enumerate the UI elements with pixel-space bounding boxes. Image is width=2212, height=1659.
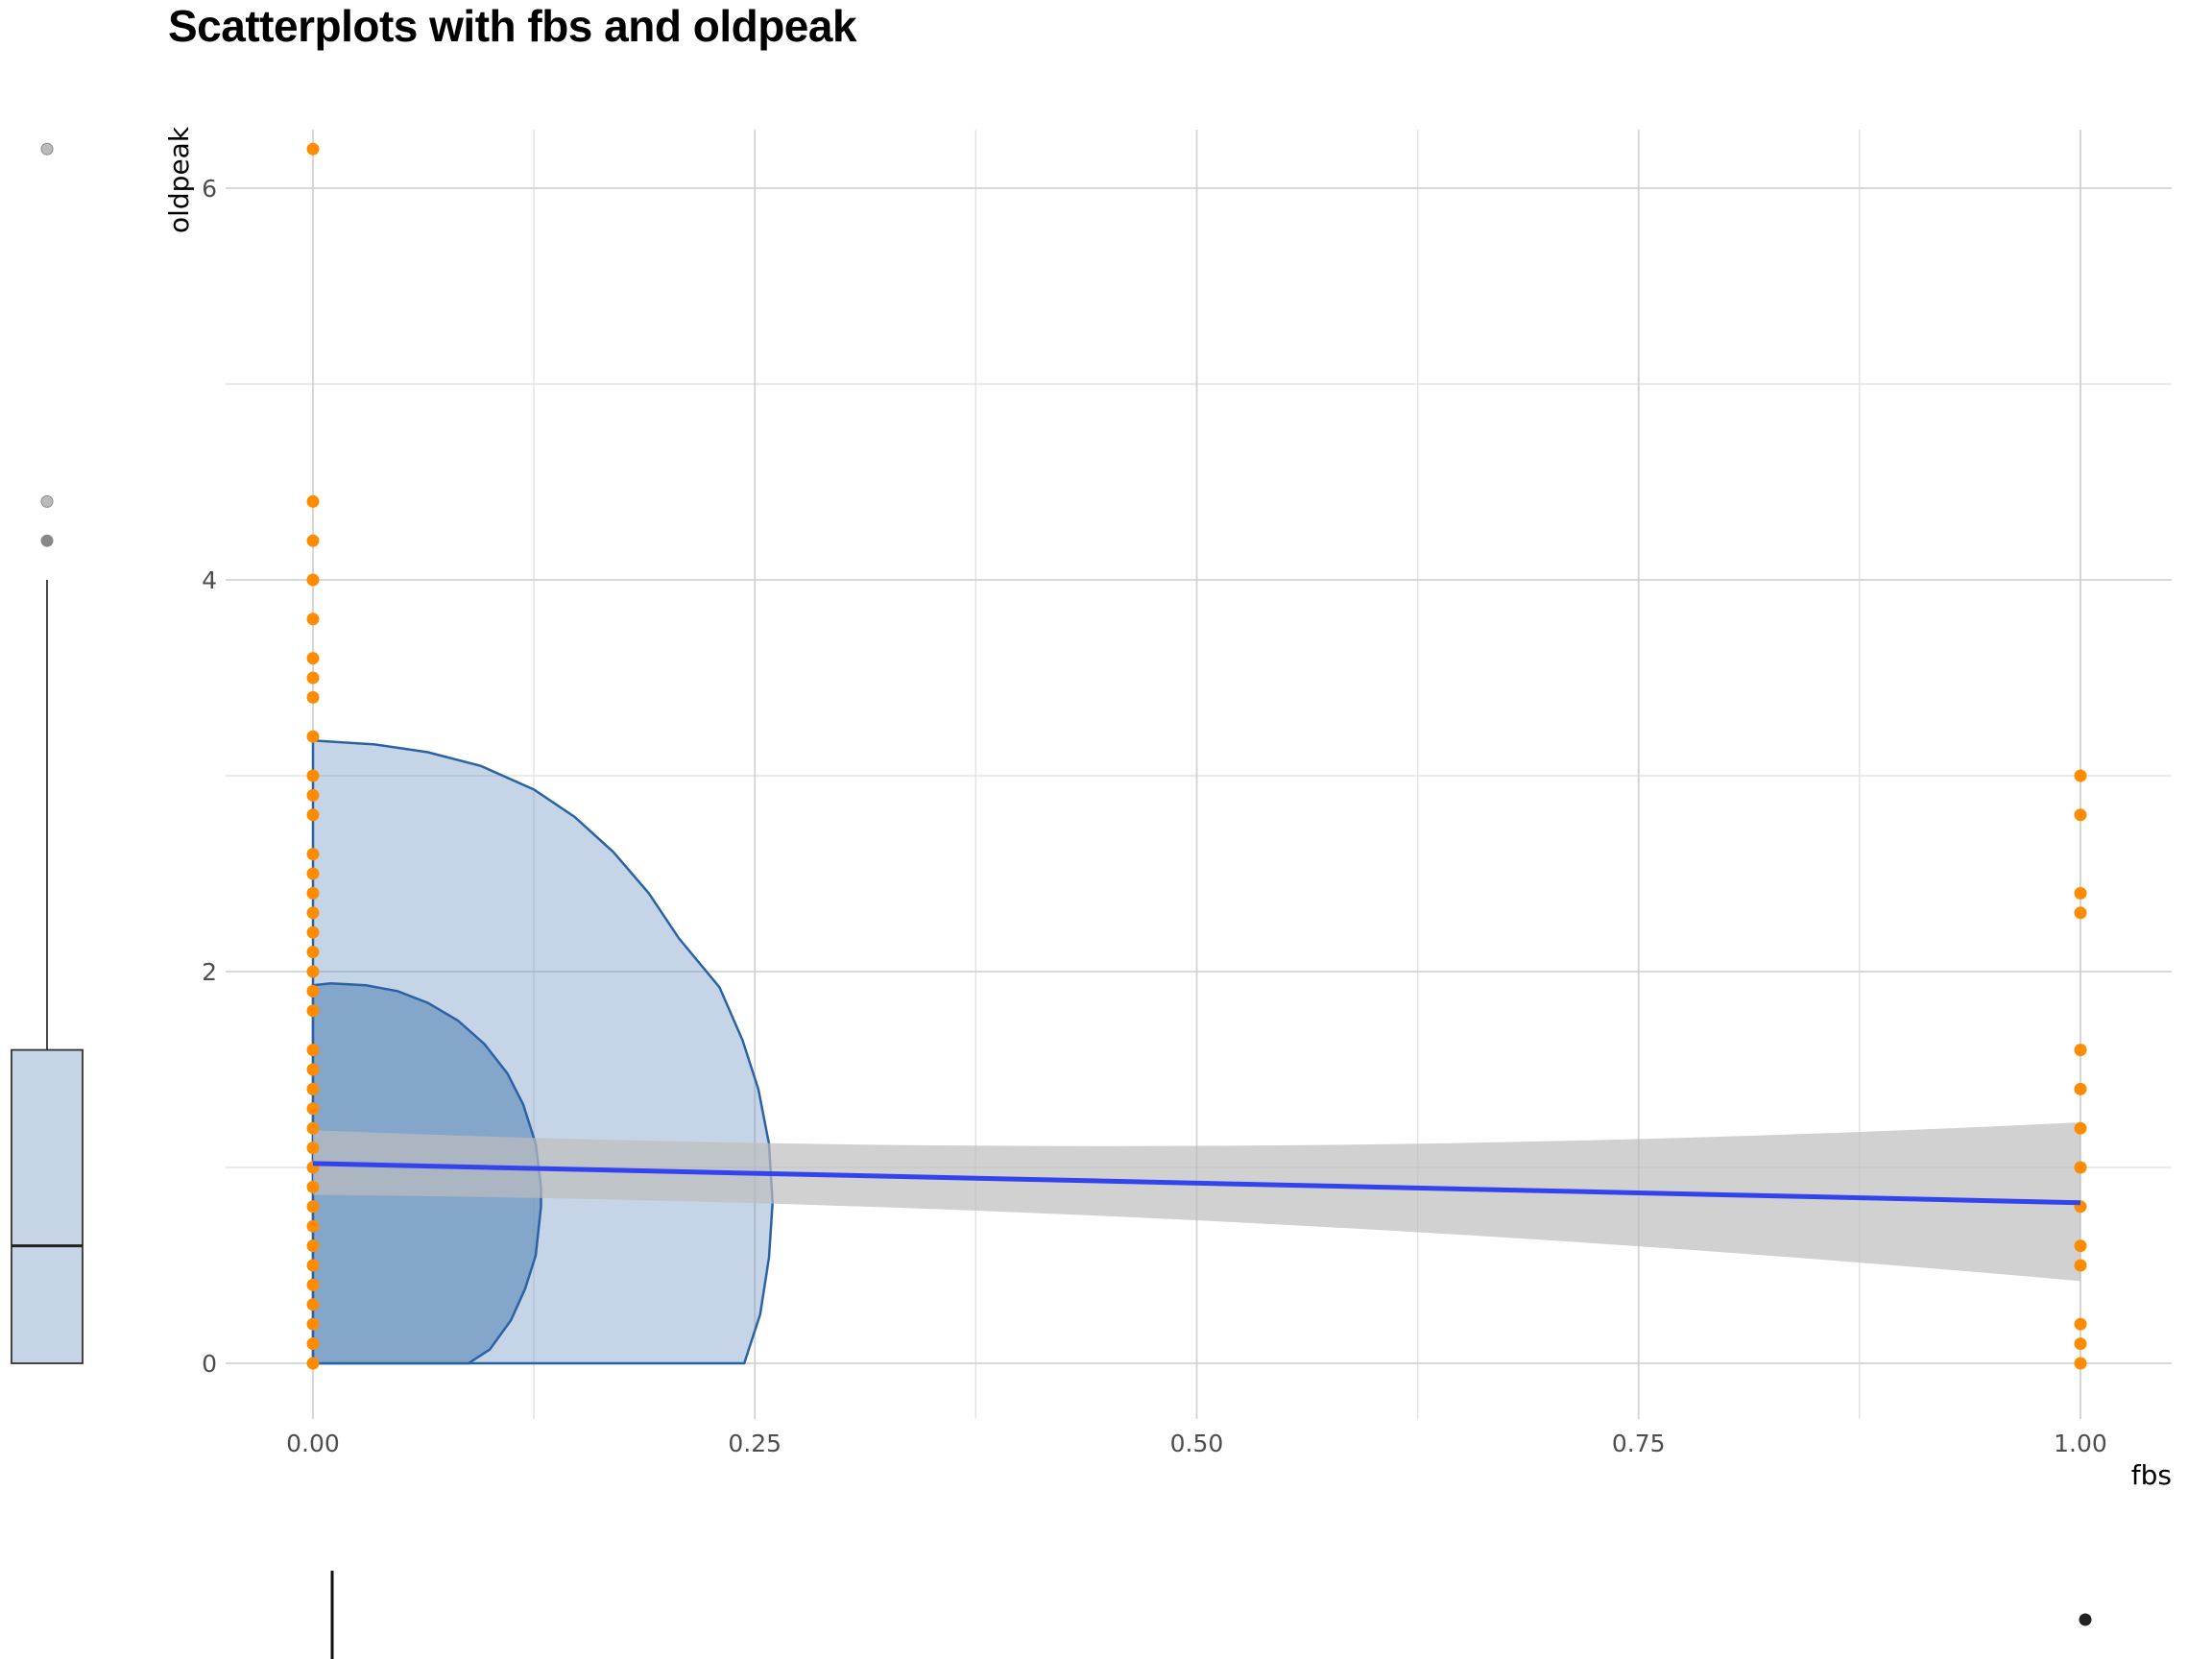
data-point	[306, 1278, 320, 1291]
data-point	[306, 1082, 320, 1095]
data-point	[306, 494, 320, 508]
marginal-boxplot-y	[11, 142, 84, 1364]
data-point	[306, 1044, 320, 1057]
y-tick-label: 0	[202, 1350, 217, 1378]
data-point	[306, 652, 320, 665]
data-point	[2074, 769, 2087, 782]
data-point	[306, 1298, 320, 1311]
y-axis-label: oldpeak	[163, 126, 195, 233]
boxplot-outlier	[40, 142, 54, 156]
data-point	[2074, 808, 2087, 822]
regression-confidence-band	[313, 1122, 2080, 1282]
data-point	[2074, 906, 2087, 920]
data-point	[306, 1239, 320, 1253]
data-point	[306, 1121, 320, 1135]
x-tick-label: 1.00	[2054, 1430, 2107, 1457]
data-point	[306, 886, 320, 900]
data-point	[306, 671, 320, 685]
density-contours	[311, 738, 774, 1365]
data-point	[306, 1102, 320, 1116]
data-point	[306, 808, 320, 822]
chart-title: Scatterplots with fbs and oldpeak	[168, 1, 857, 51]
boxplot-outlier	[40, 494, 54, 508]
x-tick-label: 0.25	[728, 1430, 781, 1457]
data-point	[306, 788, 320, 802]
x-tick-labels: 0.00 0.25 0.50 0.75 1.00	[286, 1430, 2107, 1457]
data-point	[2074, 1044, 2087, 1057]
data-point	[306, 848, 320, 861]
data-point	[306, 867, 320, 880]
data-point	[2074, 1239, 2087, 1253]
data-point	[306, 1142, 320, 1155]
data-point	[306, 965, 320, 978]
data-point	[306, 1200, 320, 1214]
data-point	[306, 1317, 320, 1331]
x-tick-label: 0.50	[1170, 1430, 1224, 1457]
y-tick-label: 2	[202, 958, 217, 986]
boxplot-x-outlier	[2079, 1613, 2092, 1626]
data-point	[306, 906, 320, 920]
regression-line	[312, 1161, 2081, 1206]
regression-line-group	[312, 1161, 2081, 1206]
data-point	[2074, 1317, 2087, 1331]
data-point	[2074, 1082, 2087, 1095]
data-point	[306, 926, 320, 939]
boxplot-box	[11, 1048, 84, 1364]
data-point	[306, 730, 320, 743]
data-point	[2074, 1337, 2087, 1351]
data-point	[2074, 1121, 2087, 1135]
data-point	[306, 1259, 320, 1272]
data-point	[306, 1357, 320, 1370]
data-point	[306, 1337, 320, 1351]
y-tick-label: 6	[202, 175, 217, 203]
confidence-band	[313, 1122, 2080, 1282]
y-tick-label: 4	[202, 566, 217, 594]
data-point	[306, 142, 320, 156]
data-point	[306, 946, 320, 959]
data-point	[2074, 1357, 2087, 1370]
y-tick-labels: 0 2 4 6	[202, 175, 217, 1378]
x-tick-label: 0.75	[1612, 1430, 1666, 1457]
data-point	[306, 573, 320, 587]
boxplot-outlier	[40, 534, 54, 547]
data-point	[2074, 886, 2087, 900]
marginal-boxplot-x	[330, 1571, 2092, 1659]
minor-gridlines	[226, 130, 2172, 1419]
data-point	[306, 1063, 320, 1076]
x-tick-label: 0.00	[286, 1430, 340, 1457]
data-point	[306, 1004, 320, 1018]
data-point	[306, 690, 320, 704]
data-point	[2074, 1259, 2087, 1272]
data-point	[306, 984, 320, 998]
data-point	[306, 1219, 320, 1233]
data-point	[306, 769, 320, 782]
x-axis-label: fbs	[2131, 1459, 2172, 1491]
data-point	[306, 534, 320, 547]
data-point	[2074, 1161, 2087, 1174]
scatter-points	[306, 142, 2087, 1370]
data-point	[306, 613, 320, 626]
data-point	[306, 1180, 320, 1193]
